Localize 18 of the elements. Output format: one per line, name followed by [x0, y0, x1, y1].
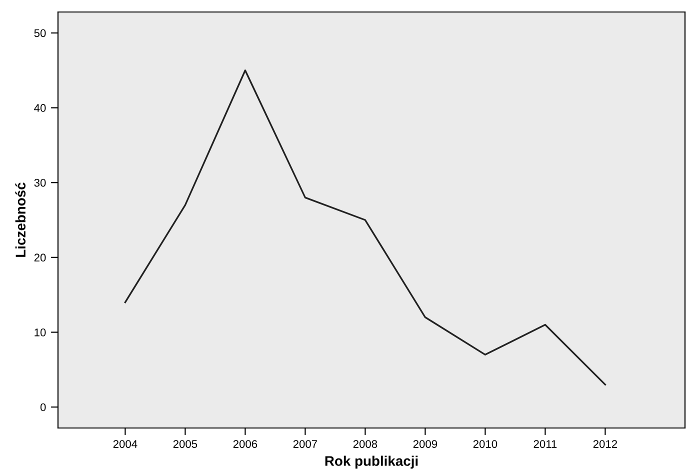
y-tick-label: 50	[34, 29, 46, 38]
y-tick-label: 20	[34, 254, 46, 262]
x-tick-label: 2012	[593, 440, 617, 448]
x-tick-label: 2005	[173, 440, 198, 448]
x-tick-label: 2011	[534, 440, 557, 448]
x-tick-label: 2004	[113, 440, 138, 448]
x-tick-label: 2008	[353, 440, 378, 448]
x-tick-label: 2007	[293, 440, 317, 448]
line-series	[124, 70, 606, 386]
y-tick-label: 10	[34, 328, 46, 336]
y-tick-label: 0	[40, 403, 46, 412]
x-tick-label: 2006	[233, 440, 258, 448]
y-tick-label: 30	[34, 178, 46, 187]
x-axis-title: Rok publikacji	[325, 456, 418, 469]
y-axis-title: Liczebność	[15, 182, 26, 257]
x-tick-label: 2009	[413, 440, 438, 448]
y-tick-label: 40	[34, 104, 46, 112]
x-tick-label: 2010	[473, 440, 498, 448]
